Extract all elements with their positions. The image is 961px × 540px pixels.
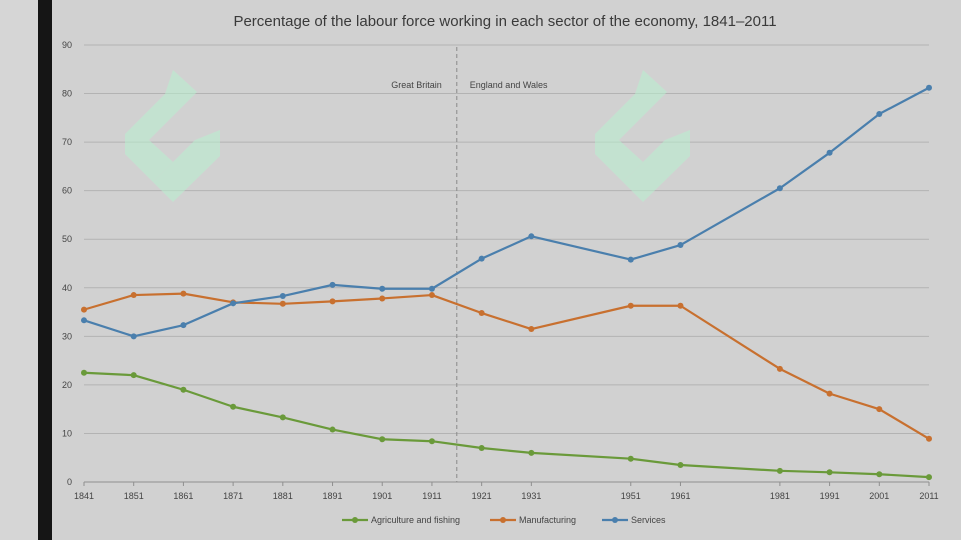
data-point-agriculture-and-fishing xyxy=(230,403,237,410)
window-dark-border xyxy=(38,0,52,540)
x-tick-label: 1951 xyxy=(621,491,641,501)
y-tick-label: 50 xyxy=(62,234,72,244)
data-point-services xyxy=(230,300,237,307)
data-point-manufacturing xyxy=(876,406,883,413)
x-axis: 1841 1851 1861 1871 1881 1891 1901 1911 1921 1931… xyxy=(74,482,939,501)
x-tick-label: 1991 xyxy=(820,491,840,501)
data-point-agriculture-and-fishing xyxy=(926,474,932,481)
data-point-manufacturing xyxy=(379,295,386,302)
series-line-agriculture-and-fishing xyxy=(83,371,930,479)
series-line-manufacturing xyxy=(83,292,930,440)
x-tick-label: 1901 xyxy=(372,491,392,501)
data-point-agriculture-and-fishing xyxy=(677,462,684,469)
x-tick-label: 2001 xyxy=(869,491,889,501)
data-point-agriculture-and-fishing xyxy=(180,386,187,393)
data-point-services xyxy=(379,285,386,292)
legend: Agriculture and fishing Manufacturing Serv… xyxy=(342,515,666,525)
data-point-agriculture-and-fishing xyxy=(81,369,87,376)
x-tick-label: 1961 xyxy=(670,491,690,501)
data-point-agriculture-and-fishing xyxy=(826,469,833,476)
data-point-services xyxy=(81,317,87,324)
x-tick-label: 1851 xyxy=(124,491,144,501)
data-point-agriculture-and-fishing xyxy=(379,436,386,443)
window-left-edge xyxy=(0,0,52,540)
data-point-services xyxy=(180,322,187,329)
data-point-services xyxy=(329,281,336,288)
data-point-agriculture-and-fishing xyxy=(528,449,535,456)
x-tick-label: 1871 xyxy=(223,491,243,501)
data-point-manufacturing xyxy=(926,435,932,442)
legend-label-manufacturing: Manufacturing xyxy=(519,515,576,525)
legend-label-agriculture-and-fishing: Agriculture and fishing xyxy=(371,515,460,525)
legend-label-services: Services xyxy=(631,515,666,525)
y-tick-label: 40 xyxy=(62,283,72,293)
data-point-agriculture-and-fishing xyxy=(428,438,435,445)
data-point-agriculture-and-fishing xyxy=(279,414,286,421)
data-point-services xyxy=(776,185,783,192)
chart-title: Percentage of the labour force working i… xyxy=(233,13,776,30)
y-tick-label: 10 xyxy=(62,428,72,438)
gridlines xyxy=(84,44,929,483)
data-point-services xyxy=(130,333,137,340)
data-point-services xyxy=(528,233,535,240)
data-point-manufacturing xyxy=(677,302,684,309)
series-line-services xyxy=(83,86,930,338)
data-point-manufacturing xyxy=(826,390,833,397)
data-point-manufacturing xyxy=(81,306,87,313)
x-tick-label: 1891 xyxy=(323,491,343,501)
x-tick-label: 1881 xyxy=(273,491,293,501)
data-point-manufacturing xyxy=(180,290,187,297)
x-tick-label: 1861 xyxy=(173,491,193,501)
annotation-england-wales: England and Wales xyxy=(470,80,548,90)
data-point-agriculture-and-fishing xyxy=(478,445,485,452)
data-point-manufacturing xyxy=(528,326,535,333)
data-point-services xyxy=(876,110,883,117)
y-axis: 0 10 20 30 40 50 60 70 80 90 xyxy=(62,40,72,487)
y-tick-label: 20 xyxy=(62,380,72,390)
data-point-manufacturing xyxy=(428,292,435,299)
data-point-services xyxy=(627,256,634,263)
data-point-manufacturing xyxy=(776,365,783,372)
x-tick-label: 1921 xyxy=(472,491,492,501)
y-tick-label: 70 xyxy=(62,137,72,147)
data-point-services xyxy=(279,293,286,300)
y-tick-label: 30 xyxy=(62,331,72,341)
data-point-agriculture-and-fishing xyxy=(776,467,783,474)
line-chart: Percentage of the labour force working i… xyxy=(62,13,939,525)
series-group xyxy=(81,84,932,481)
data-point-manufacturing xyxy=(329,298,336,305)
legend-marker-manufacturing xyxy=(500,517,506,523)
x-tick-label: 2011 xyxy=(919,491,938,501)
data-point-services xyxy=(826,149,833,156)
y-tick-label: 80 xyxy=(62,89,72,99)
data-point-agriculture-and-fishing xyxy=(876,471,883,478)
data-point-agriculture-and-fishing xyxy=(627,455,634,462)
data-point-manufacturing xyxy=(279,300,286,307)
data-point-agriculture-and-fishing xyxy=(329,426,336,433)
y-tick-label: 60 xyxy=(62,186,72,196)
x-tick-label: 1981 xyxy=(770,491,790,501)
data-point-services xyxy=(428,285,435,292)
x-tick-label: 1931 xyxy=(521,491,541,501)
data-point-services xyxy=(478,255,485,262)
data-point-agriculture-and-fishing xyxy=(130,372,137,379)
chart-panel: Percentage of the labour force working i… xyxy=(52,0,961,540)
data-point-services xyxy=(926,84,932,91)
annotation-great-britain: Great Britain xyxy=(391,80,442,90)
x-tick-label: 1841 xyxy=(74,491,94,501)
y-tick-label: 0 xyxy=(67,477,72,487)
legend-marker-services xyxy=(612,517,618,523)
data-point-manufacturing xyxy=(627,302,634,309)
data-point-manufacturing xyxy=(478,310,485,317)
legend-marker-agriculture-and-fishing xyxy=(352,517,358,523)
data-point-services xyxy=(677,242,684,249)
y-tick-label: 90 xyxy=(62,40,72,50)
x-tick-label: 1911 xyxy=(422,491,441,501)
data-point-manufacturing xyxy=(130,292,137,299)
